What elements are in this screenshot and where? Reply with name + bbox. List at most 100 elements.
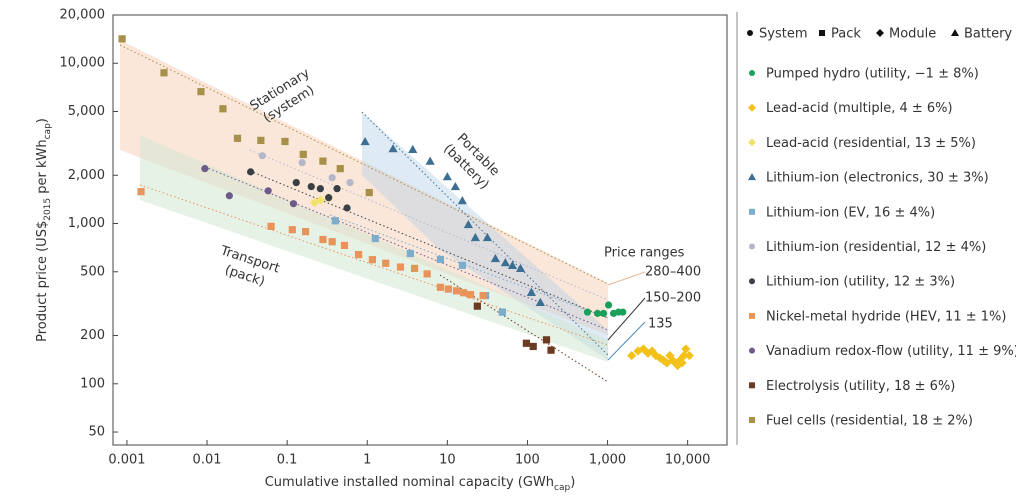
point — [463, 219, 473, 229]
point — [498, 308, 507, 316]
stationary-band — [120, 40, 608, 335]
point — [219, 105, 227, 113]
pointer-line — [607, 297, 646, 341]
trend-line — [329, 214, 609, 319]
point — [382, 259, 390, 267]
point — [298, 158, 306, 167]
legend-label: Lithium-ion (utility, 12 ± 3%) — [766, 275, 955, 290]
x-tick-label: 0.01 — [193, 453, 222, 468]
legend-shape — [876, 29, 884, 37]
point — [388, 144, 398, 153]
point — [458, 261, 466, 269]
point — [340, 241, 349, 250]
point — [408, 144, 418, 154]
point — [662, 358, 672, 368]
point — [425, 156, 435, 165]
point — [299, 150, 307, 158]
x-axis-label-part: cap — [554, 483, 570, 493]
point — [479, 292, 487, 300]
legend-marker — [749, 278, 755, 285]
point — [436, 283, 445, 291]
point — [289, 200, 298, 208]
point — [315, 195, 325, 205]
legend-marker — [749, 312, 755, 319]
x-tick-label: 10,000 — [665, 453, 711, 468]
point — [490, 253, 500, 263]
point — [267, 222, 275, 230]
point — [137, 188, 145, 196]
legend-marker — [749, 70, 755, 76]
point — [457, 195, 467, 205]
point — [526, 287, 536, 296]
point — [436, 255, 445, 264]
point — [354, 250, 363, 259]
point — [319, 235, 327, 244]
annotation: 150–200 — [645, 291, 701, 306]
legend-shape-label: Module — [889, 27, 936, 42]
bands — [120, 40, 608, 362]
point — [225, 192, 233, 200]
point — [665, 350, 675, 361]
point — [670, 358, 680, 368]
point — [316, 185, 324, 193]
point — [627, 350, 637, 361]
x-axis-label: Cumulative installed nominal capacity (G… — [265, 475, 576, 493]
point — [264, 187, 272, 195]
point — [281, 137, 289, 146]
point — [160, 69, 168, 77]
point — [643, 348, 653, 358]
point — [197, 88, 205, 96]
point — [522, 339, 530, 347]
point — [452, 287, 461, 295]
legend-marker — [749, 347, 755, 354]
point — [325, 194, 333, 202]
y-tick-label: 50 — [88, 425, 105, 440]
legend-marker — [748, 103, 756, 112]
x-tick-label: 10 — [439, 453, 456, 468]
y-tick-label: 500 — [80, 264, 105, 279]
point — [675, 355, 685, 365]
y-axis-label-part: cap — [43, 123, 53, 139]
y-tick-label: 5,000 — [68, 104, 105, 119]
point — [651, 350, 661, 361]
x-tick-label: 1,000 — [589, 453, 626, 468]
legend-marker — [749, 243, 755, 250]
legend-shape-label: Pack — [831, 27, 861, 42]
annotation: 280–400 — [645, 265, 701, 280]
point — [583, 308, 592, 316]
point — [633, 346, 643, 356]
point — [118, 35, 126, 43]
point — [319, 157, 327, 165]
point — [257, 136, 265, 145]
point — [346, 179, 354, 187]
legend-label: Nickel-metal hydride (HEV, 11 ± 1%) — [766, 309, 1006, 324]
point — [500, 258, 510, 267]
point — [328, 238, 336, 246]
point — [258, 152, 266, 160]
point — [515, 263, 526, 272]
point — [360, 136, 370, 146]
point — [333, 185, 341, 193]
point — [442, 172, 452, 181]
point — [507, 260, 518, 269]
legend-shape-label: Battery — [964, 27, 1012, 42]
point — [365, 188, 373, 197]
point — [328, 174, 336, 182]
y-axis-label: Product price (US$2015 per kWhcap) — [35, 118, 53, 342]
x-tick-label: 0.1 — [277, 453, 298, 468]
point — [343, 204, 351, 212]
point — [331, 217, 339, 225]
point — [410, 264, 419, 272]
y-axis-label-part: ) — [35, 118, 50, 123]
point — [301, 228, 310, 236]
point — [542, 336, 551, 344]
x-tick-label: 0.001 — [108, 453, 145, 468]
trend-line — [119, 44, 609, 285]
point — [450, 181, 460, 191]
point — [668, 355, 678, 365]
legend-shape — [819, 30, 825, 36]
point — [677, 358, 687, 368]
legend-label: Lithium-ion (EV, 16 ± 4%) — [766, 205, 935, 220]
point — [604, 301, 613, 309]
